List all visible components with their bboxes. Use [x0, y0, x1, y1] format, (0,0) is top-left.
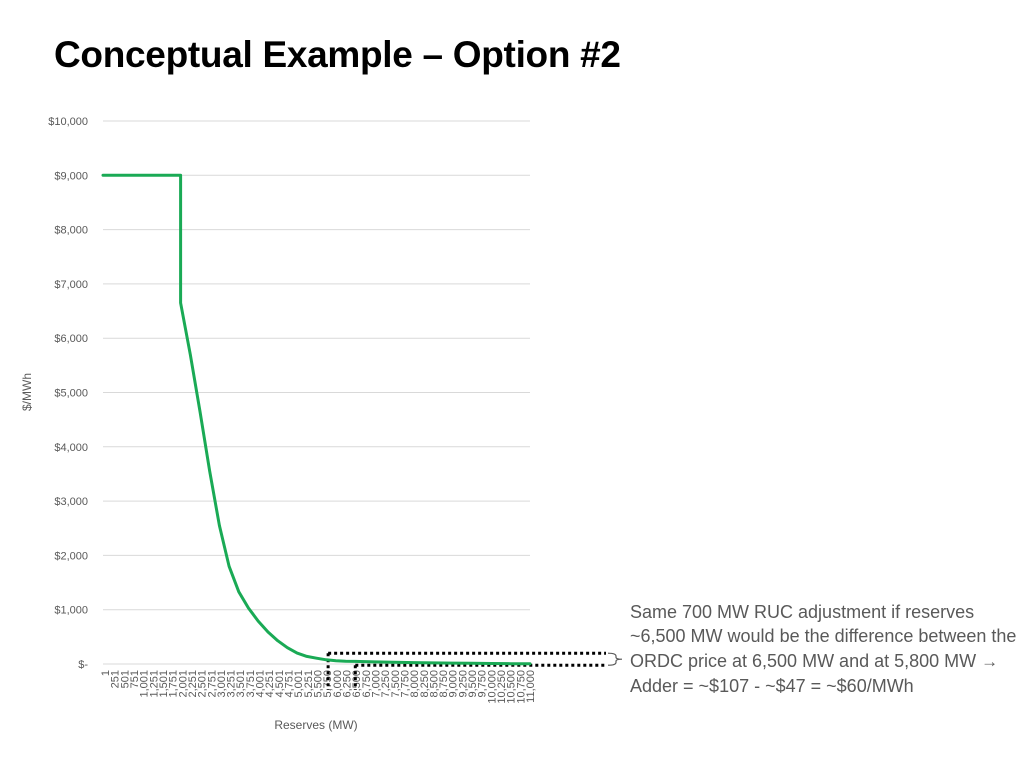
x-tick-label: 2,751	[206, 670, 218, 698]
x-tick-label: 6,250	[341, 670, 353, 698]
x-tick-label: 4,751	[284, 670, 296, 698]
y-tick-label: $-	[78, 659, 88, 671]
y-tick-label: $5,000	[54, 388, 88, 400]
x-tick-label: 8,500	[428, 670, 440, 698]
series	[101, 173, 532, 666]
y-tick-labels: $10,000 $9,000 $8,000 $7,000 $6,000 $5,000 $4,…	[48, 116, 88, 671]
x-tick-label: 4,251	[264, 670, 276, 698]
x-tick-label: 7,000	[370, 670, 382, 698]
x-tick-label: 9,500	[467, 670, 479, 698]
series-line-ordc	[101, 173, 532, 666]
x-tick-label: 1,751	[168, 670, 180, 698]
x-tick-label: 251	[110, 670, 122, 688]
x-tick-label: 3,501	[235, 670, 247, 698]
x-tick-label: 10,750	[515, 670, 527, 704]
gridlines	[103, 120, 530, 665]
x-tick-label: 501	[119, 670, 131, 688]
x-tick-label: 7,500	[390, 670, 402, 698]
y-axis-label: $/MWh	[20, 373, 34, 411]
x-tick-label: 7,750	[399, 670, 411, 698]
x-tick-label: 5,001	[293, 670, 305, 698]
y-tick-label: $8,000	[54, 225, 88, 237]
annotation-text-main: Same 700 MW RUC adjustment if reserves ~…	[630, 602, 1017, 671]
y-tick-label: $2,000	[54, 550, 88, 562]
x-tick-label: 9,250	[457, 670, 469, 698]
y-tick-label: $9,000	[54, 170, 88, 182]
arrow-right-icon: →	[981, 651, 999, 671]
y-tick-label: $10,000	[48, 116, 88, 128]
slide-title: Conceptual Example – Option #2	[54, 34, 621, 75]
x-tick-label: 5,500	[313, 670, 325, 698]
x-tick-label: 3,251	[226, 670, 238, 698]
x-tick-label: 2,251	[187, 670, 199, 698]
y-tick-label: $1,000	[54, 605, 88, 617]
x-tick-label: 10,500	[506, 670, 518, 704]
x-axis-label: Reserves (MW)	[274, 718, 357, 732]
x-tick-label: 1,251	[148, 670, 160, 698]
x-tick-label: 10,000	[486, 670, 498, 704]
x-tick-label: 8,750	[438, 670, 450, 698]
x-tick-label: 8,250	[419, 670, 431, 698]
x-tick-label: 6,500	[351, 670, 363, 698]
x-tick-label: 6,750	[361, 670, 373, 698]
x-tick-label: 6,000	[332, 670, 344, 698]
x-tick-label: 751	[129, 670, 141, 688]
y-tick-label: $4,000	[54, 442, 88, 454]
annotation-text-adder: Adder = ~$107 - ~$47 = ~$60/MWh	[630, 675, 914, 696]
x-tick-label: 1	[100, 670, 112, 676]
x-tick-label: 10,250	[496, 670, 508, 704]
x-tick-label: 1,501	[158, 670, 170, 698]
x-tick-label: 3,001	[216, 670, 228, 698]
x-tick-label: 4,001	[255, 670, 267, 698]
x-tick-label: 3,751	[245, 670, 257, 698]
x-tick-label: 9,750	[477, 670, 489, 698]
x-tick-label: 5,251	[303, 670, 315, 698]
x-tick-label: 2,001	[177, 670, 189, 698]
x-tick-label: 8,000	[409, 670, 421, 698]
y-tick-label: $7,000	[54, 279, 88, 291]
x-tick-label: 11,000	[525, 670, 537, 703]
annotation-text: Same 700 MW RUC adjustment if reserves ~…	[630, 600, 1018, 698]
y-tick-label: $3,000	[54, 496, 88, 508]
x-tick-label: 1,001	[139, 670, 151, 698]
x-tick-label: 2,501	[197, 670, 209, 698]
y-tick-label: $6,000	[54, 333, 88, 345]
x-tick-label: 9,000	[448, 670, 460, 698]
brace-icon	[607, 652, 623, 666]
x-tick-label: 7,250	[380, 670, 392, 698]
x-tick-labels: 12515017511,0011,2511,5011,7512,0012,251…	[100, 670, 537, 704]
x-tick-label: 4,501	[274, 670, 286, 698]
